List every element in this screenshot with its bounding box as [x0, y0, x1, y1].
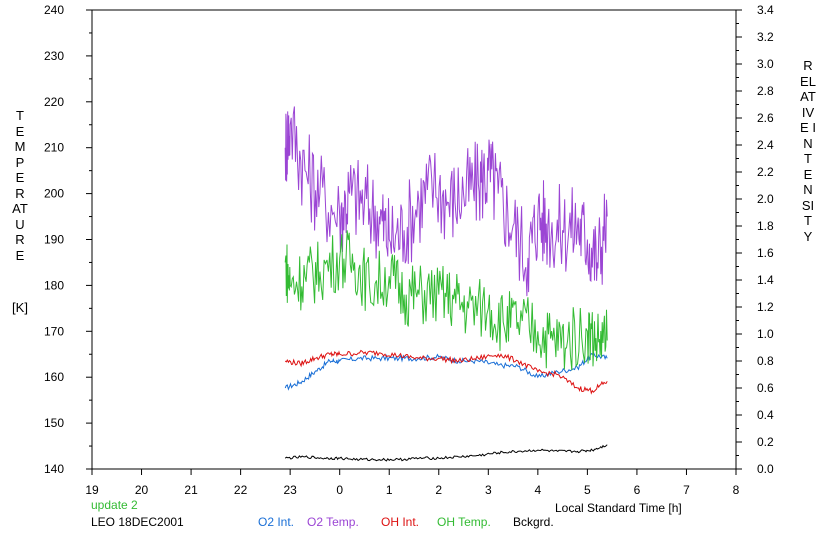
series-line-bckgrd	[284, 444, 608, 462]
x-tick-label: 4	[535, 483, 542, 497]
right-tick-label: 3.2	[757, 30, 774, 44]
legend-item: OH Temp.	[437, 515, 491, 529]
left-tick-label: 180	[44, 278, 64, 292]
left-tick-label: 140	[44, 462, 64, 476]
x-tick-label: 2	[435, 483, 442, 497]
left-tick-label: 170	[44, 324, 64, 338]
right-tick-label: 2.6	[757, 111, 774, 125]
legend-item: O2 Int.	[258, 515, 295, 529]
right-tick-label: 0.2	[757, 435, 774, 449]
x-tick-label: 22	[234, 483, 248, 497]
left-tick-label: 200	[44, 187, 64, 201]
x-tick-label: 8	[733, 483, 740, 497]
left-tick-label: 240	[44, 3, 64, 17]
x-tick-label: 0	[336, 483, 343, 497]
x-tick-label: 23	[283, 483, 297, 497]
right-tick-label: 1.4	[757, 273, 774, 287]
left-tick-label: 160	[44, 370, 64, 384]
series-line-o2-int	[284, 350, 608, 391]
station-date: LEO 18DEC2001	[91, 515, 184, 529]
left-tick-label: 230	[44, 49, 64, 63]
legend-item: OH Int.	[381, 515, 420, 529]
series-line-o2-temp	[284, 106, 608, 297]
right-tick-label: 3.0	[757, 57, 774, 71]
right-tick-label: 3.4	[757, 3, 774, 17]
right-axis-title: RELATIVE INTENSITY	[800, 58, 816, 244]
series-line-oh-int	[284, 349, 608, 395]
x-tick-label: 21	[184, 483, 198, 497]
x-tick-label: 7	[683, 483, 690, 497]
left-tick-label: 150	[44, 416, 64, 430]
right-tick-label: 2.8	[757, 84, 774, 98]
update-note: update 2	[91, 498, 138, 512]
legend-item: O2 Temp.	[307, 515, 359, 529]
right-tick-label: 0.4	[757, 408, 774, 422]
legend-item: Bckgrd.	[513, 515, 554, 529]
left-tick-label: 190	[44, 233, 64, 247]
right-tick-label: 0.6	[757, 381, 774, 395]
series-line-oh-temp	[284, 230, 608, 371]
right-tick-label: 1.2	[757, 300, 774, 314]
right-tick-label: 1.6	[757, 246, 774, 260]
x-axis-title: Local Standard Time [h]	[555, 501, 682, 515]
left-tick-label: 210	[44, 141, 64, 155]
x-tick-label: 20	[135, 483, 149, 497]
x-tick-label: 1	[386, 483, 393, 497]
left-axis-title: TEMPERATURE	[12, 108, 28, 263]
x-tick-label: 5	[584, 483, 591, 497]
right-tick-label: 2.0	[757, 192, 774, 206]
x-tick-label: 19	[85, 483, 99, 497]
x-tick-label: 6	[634, 483, 641, 497]
left-tick-label: 220	[44, 95, 64, 109]
right-tick-label: 1.8	[757, 219, 774, 233]
left-axis-unit: [K]	[12, 300, 28, 315]
right-tick-label: 0.8	[757, 354, 774, 368]
right-tick-label: 1.0	[757, 327, 774, 341]
right-tick-label: 2.4	[757, 138, 774, 152]
right-tick-label: 2.2	[757, 165, 774, 179]
x-tick-label: 3	[485, 483, 492, 497]
right-tick-label: 0.0	[757, 462, 774, 476]
